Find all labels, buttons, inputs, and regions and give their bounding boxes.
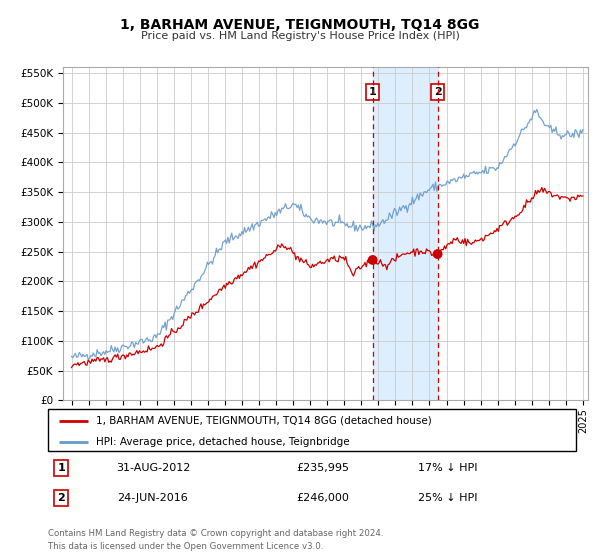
- Text: 25% ↓ HPI: 25% ↓ HPI: [418, 493, 477, 503]
- Text: 24-JUN-2016: 24-JUN-2016: [116, 493, 187, 503]
- Text: £235,995: £235,995: [296, 463, 349, 473]
- Text: Contains HM Land Registry data © Crown copyright and database right 2024.: Contains HM Land Registry data © Crown c…: [48, 529, 383, 538]
- Point: [433, 250, 442, 259]
- Text: 1: 1: [58, 463, 65, 473]
- Bar: [373, 67, 437, 400]
- Text: £246,000: £246,000: [296, 493, 349, 503]
- Text: 2: 2: [434, 87, 442, 97]
- Text: 2: 2: [58, 493, 65, 503]
- Text: HPI: Average price, detached house, Teignbridge: HPI: Average price, detached house, Teig…: [95, 437, 349, 446]
- Point: [368, 255, 377, 264]
- Text: 1, BARHAM AVENUE, TEIGNMOUTH, TQ14 8GG (detached house): 1, BARHAM AVENUE, TEIGNMOUTH, TQ14 8GG (…: [95, 416, 431, 426]
- Text: Price paid vs. HM Land Registry's House Price Index (HPI): Price paid vs. HM Land Registry's House …: [140, 31, 460, 41]
- Text: 31-AUG-2012: 31-AUG-2012: [116, 463, 191, 473]
- Text: 1, BARHAM AVENUE, TEIGNMOUTH, TQ14 8GG: 1, BARHAM AVENUE, TEIGNMOUTH, TQ14 8GG: [121, 18, 479, 32]
- Text: This data is licensed under the Open Government Licence v3.0.: This data is licensed under the Open Gov…: [48, 542, 323, 550]
- FancyBboxPatch shape: [48, 409, 576, 451]
- Text: 17% ↓ HPI: 17% ↓ HPI: [418, 463, 477, 473]
- Text: 1: 1: [369, 87, 377, 97]
